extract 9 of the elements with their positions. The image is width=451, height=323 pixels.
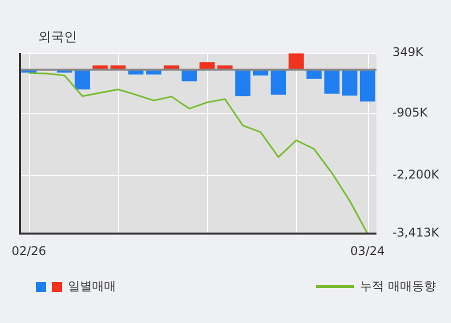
y-tick-label: -905K [392, 105, 429, 120]
legend-label: 일별매매 [68, 278, 116, 295]
chart-title: 외국인 [38, 29, 77, 46]
legend-label: 누적 매매동향 [360, 278, 436, 295]
x-tick-label: 02/26 [12, 244, 46, 258]
y-tick-label: -3,413K [392, 226, 440, 240]
y-tick-label: 349K [392, 45, 424, 60]
y-tick-label: -2,200K [392, 167, 440, 182]
x-tick-label: 03/24 [350, 244, 385, 258]
